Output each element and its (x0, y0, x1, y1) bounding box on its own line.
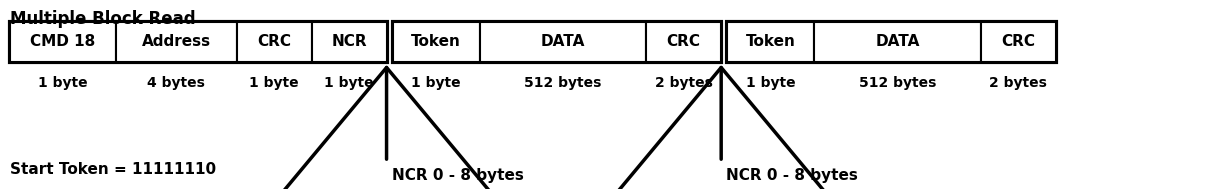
Text: 512 bytes: 512 bytes (524, 76, 602, 90)
Bar (480, 22, 646, 62)
Bar (393, 22, 721, 62)
Bar (727, 22, 1056, 62)
Text: CMD 18: CMD 18 (30, 35, 95, 50)
Text: 512 bytes: 512 bytes (859, 76, 936, 90)
Text: DATA: DATA (541, 35, 585, 50)
Text: NCR 0 - 8 bytes: NCR 0 - 8 bytes (391, 168, 523, 183)
Text: Start Token = 11111110: Start Token = 11111110 (10, 162, 216, 177)
Bar (116, 22, 237, 62)
Text: NCR: NCR (331, 35, 367, 50)
Text: 4 bytes: 4 bytes (147, 76, 205, 90)
Bar (10, 22, 387, 62)
Bar (312, 22, 387, 62)
Text: Token: Token (411, 35, 461, 50)
Text: Multiple Block Read: Multiple Block Read (10, 10, 196, 28)
Text: 1 byte: 1 byte (324, 76, 374, 90)
Bar (727, 22, 814, 62)
Bar (393, 22, 480, 62)
Bar (814, 22, 981, 62)
Text: 1 byte: 1 byte (411, 76, 461, 90)
Text: CRC: CRC (1001, 35, 1035, 50)
Text: 2 bytes: 2 bytes (655, 76, 713, 90)
Text: 1 byte: 1 byte (745, 76, 796, 90)
Text: 1 byte: 1 byte (37, 76, 88, 90)
Text: Address: Address (141, 35, 211, 50)
Bar (237, 22, 312, 62)
Text: NCR 0 - 8 bytes: NCR 0 - 8 bytes (726, 168, 858, 183)
Bar (10, 22, 116, 62)
Text: 1 byte: 1 byte (249, 76, 300, 90)
Text: CRC: CRC (257, 35, 291, 50)
Bar (981, 22, 1056, 62)
Text: 2 bytes: 2 bytes (989, 76, 1047, 90)
Text: CRC: CRC (667, 35, 701, 50)
Text: Token: Token (745, 35, 796, 50)
Text: DATA: DATA (876, 35, 919, 50)
Bar (646, 22, 721, 62)
